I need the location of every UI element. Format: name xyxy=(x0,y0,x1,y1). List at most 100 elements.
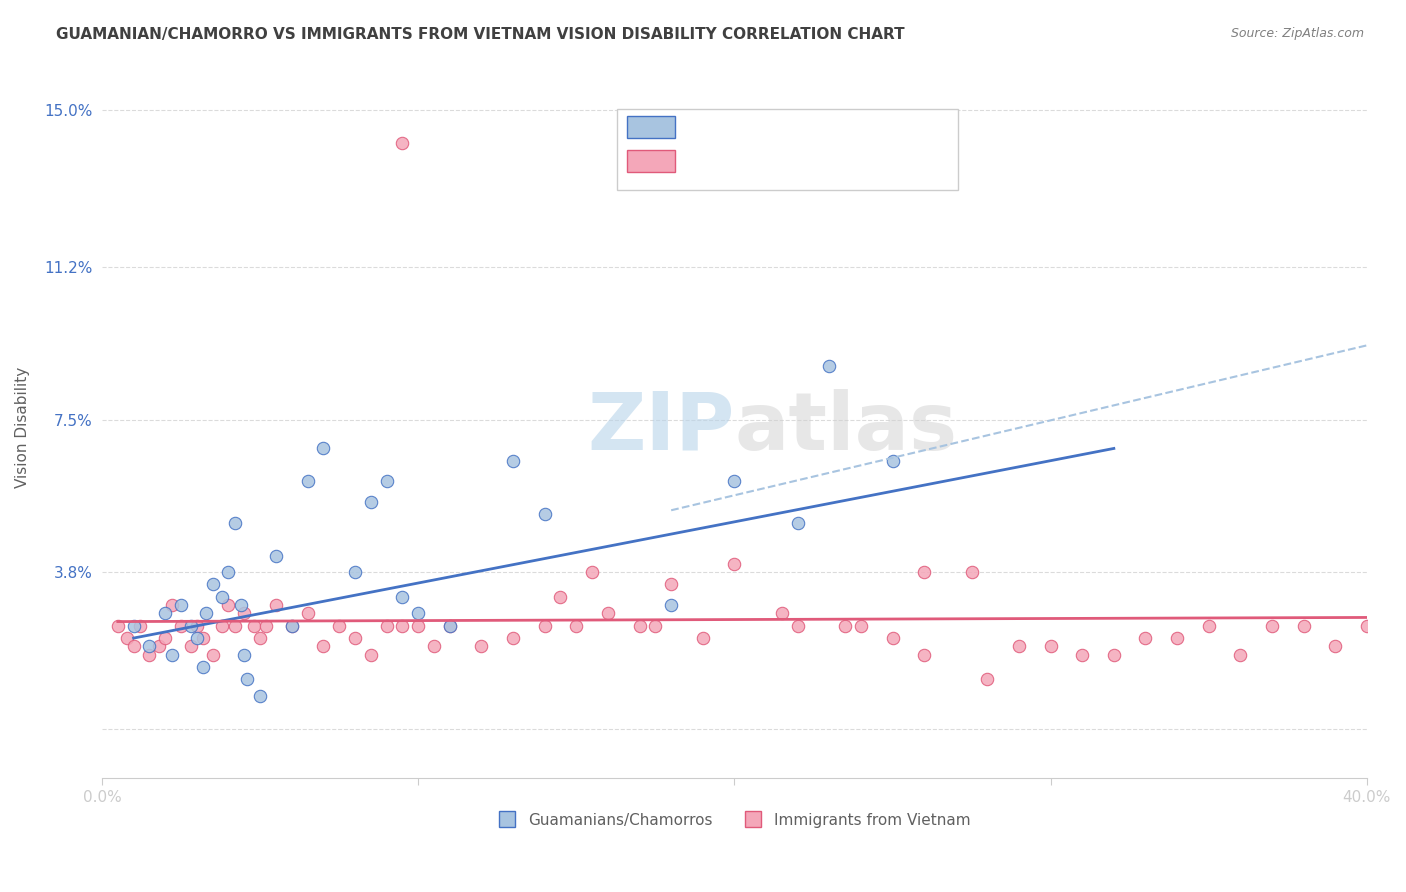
Point xyxy=(229,598,252,612)
Text: atlas: atlas xyxy=(734,389,957,467)
Point xyxy=(406,607,429,621)
Point xyxy=(439,618,461,632)
Point xyxy=(1102,648,1125,662)
Point xyxy=(297,607,319,621)
Point xyxy=(312,640,335,654)
Point xyxy=(849,618,872,632)
Point xyxy=(312,442,335,456)
Point xyxy=(264,549,287,563)
Point xyxy=(343,565,366,579)
Point xyxy=(211,590,233,604)
Point xyxy=(264,598,287,612)
Point xyxy=(1198,618,1220,632)
Point xyxy=(834,618,856,632)
Point xyxy=(391,618,413,632)
Point xyxy=(249,689,271,703)
Point xyxy=(170,598,193,612)
Point xyxy=(1008,640,1031,654)
Point xyxy=(201,577,224,591)
Point xyxy=(233,648,256,662)
Point xyxy=(170,618,193,632)
Point xyxy=(375,475,398,489)
Point xyxy=(360,495,382,509)
Point xyxy=(211,618,233,632)
Text: R = 0.427: R = 0.427 xyxy=(693,117,776,135)
Y-axis label: Vision Disability: Vision Disability xyxy=(15,368,30,489)
Point xyxy=(155,631,177,645)
Point xyxy=(786,618,808,632)
Point xyxy=(406,618,429,632)
Point xyxy=(193,660,215,674)
Point xyxy=(224,516,246,530)
Point xyxy=(770,607,793,621)
Point xyxy=(818,359,841,373)
Point xyxy=(160,648,183,662)
Point xyxy=(160,598,183,612)
Point xyxy=(180,640,202,654)
Point xyxy=(976,673,998,687)
Legend: Guamanians/Chamorros, Immigrants from Vietnam: Guamanians/Chamorros, Immigrants from Vi… xyxy=(492,806,977,834)
Point xyxy=(391,136,413,151)
Point xyxy=(129,618,152,632)
Point xyxy=(233,607,256,621)
Point xyxy=(1071,648,1094,662)
Point xyxy=(343,631,366,645)
Point xyxy=(960,565,983,579)
Point xyxy=(148,640,170,654)
Point xyxy=(138,640,160,654)
Point xyxy=(581,565,603,579)
Text: ZIP: ZIP xyxy=(588,389,734,467)
Point xyxy=(242,618,264,632)
Point xyxy=(882,454,904,468)
Point xyxy=(644,618,666,632)
Point xyxy=(1355,618,1378,632)
Point xyxy=(1039,640,1062,654)
Point xyxy=(533,618,555,632)
Point xyxy=(1229,648,1251,662)
Point xyxy=(186,631,208,645)
Point xyxy=(439,618,461,632)
Point xyxy=(882,631,904,645)
Point xyxy=(659,598,682,612)
Point xyxy=(628,618,651,632)
Point xyxy=(328,618,350,632)
FancyBboxPatch shape xyxy=(617,109,959,190)
Point xyxy=(912,565,935,579)
Point xyxy=(423,640,446,654)
Point xyxy=(280,618,302,632)
FancyBboxPatch shape xyxy=(627,150,675,172)
Point xyxy=(195,607,218,621)
FancyBboxPatch shape xyxy=(627,116,675,138)
Point xyxy=(117,631,139,645)
Point xyxy=(249,631,271,645)
Point xyxy=(659,577,682,591)
Point xyxy=(375,618,398,632)
Point xyxy=(1261,618,1284,632)
Point xyxy=(470,640,492,654)
Point xyxy=(533,508,555,522)
Point xyxy=(217,565,239,579)
Text: N = 34: N = 34 xyxy=(838,117,901,135)
Point xyxy=(180,618,202,632)
Point xyxy=(122,640,145,654)
Point xyxy=(254,618,277,632)
Point xyxy=(391,590,413,604)
Point xyxy=(201,648,224,662)
Point xyxy=(1324,640,1347,654)
Point xyxy=(786,516,808,530)
Point xyxy=(107,618,129,632)
Text: Source: ZipAtlas.com: Source: ZipAtlas.com xyxy=(1230,27,1364,40)
Text: GUAMANIAN/CHAMORRO VS IMMIGRANTS FROM VIETNAM VISION DISABILITY CORRELATION CHAR: GUAMANIAN/CHAMORRO VS IMMIGRANTS FROM VI… xyxy=(56,27,905,42)
Point xyxy=(723,557,745,571)
Point xyxy=(502,454,524,468)
Point xyxy=(1135,631,1157,645)
Point xyxy=(1292,618,1315,632)
Point xyxy=(723,475,745,489)
Point xyxy=(912,648,935,662)
Text: N = 66: N = 66 xyxy=(838,151,900,169)
Point xyxy=(280,618,302,632)
Point xyxy=(155,607,177,621)
Point xyxy=(122,618,145,632)
Point xyxy=(692,631,714,645)
Point xyxy=(565,618,588,632)
